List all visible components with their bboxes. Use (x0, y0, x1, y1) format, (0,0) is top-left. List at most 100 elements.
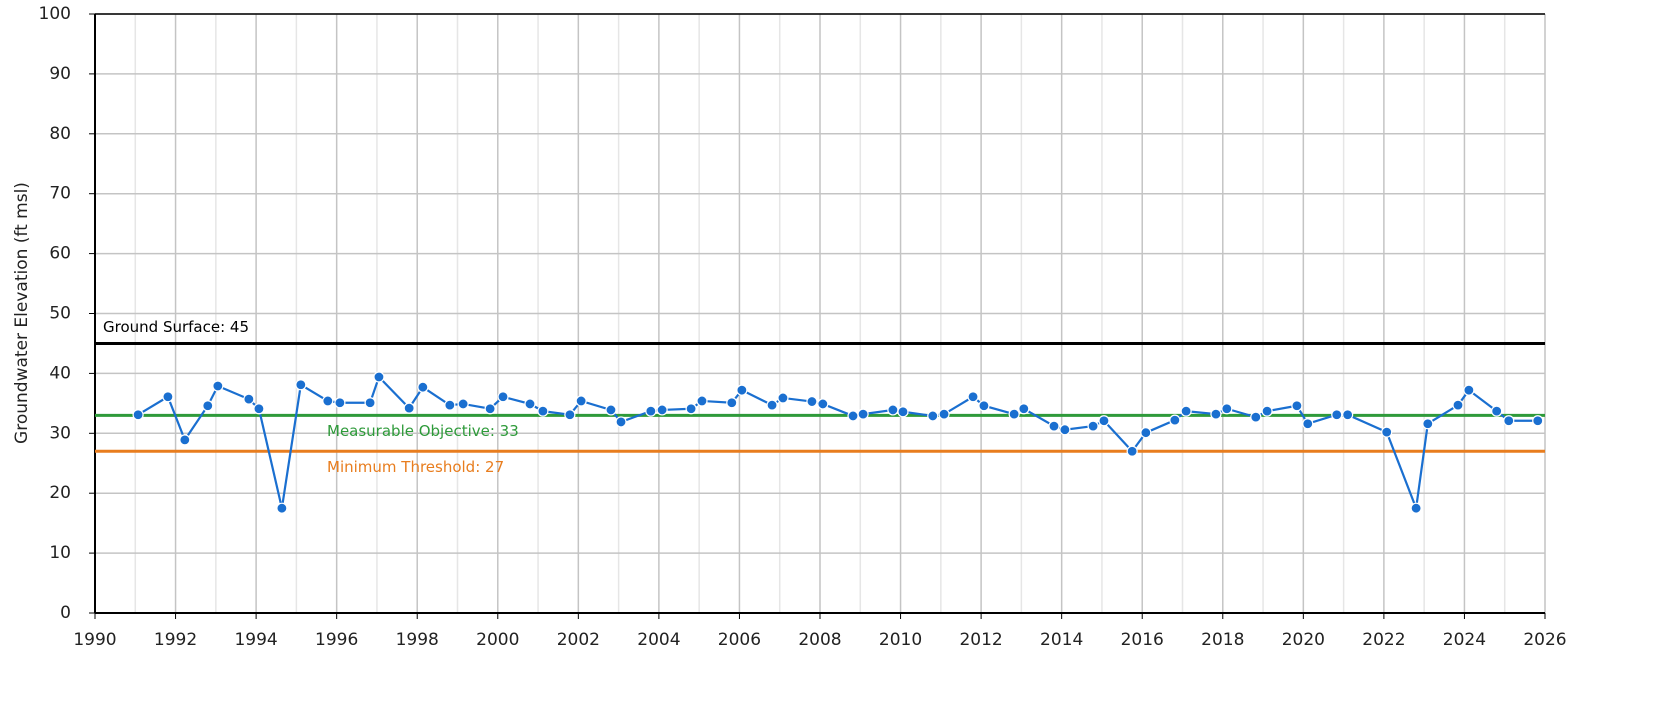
data-point (537, 405, 549, 417)
data-point (253, 403, 265, 415)
data-point (575, 395, 587, 407)
data-point (497, 391, 509, 403)
data-point (1331, 409, 1343, 421)
y-tick-label: 40 (49, 363, 71, 383)
data-point (736, 384, 748, 396)
data-point (1532, 415, 1544, 427)
x-tick-label: 2016 (1121, 630, 1164, 650)
y-tick-label: 80 (49, 124, 71, 144)
data-point (1463, 384, 1475, 396)
data-point (1126, 445, 1138, 457)
data-point (967, 391, 979, 403)
data-point (1221, 403, 1233, 415)
data-point (847, 410, 859, 422)
x-tick-label: 1994 (234, 630, 277, 650)
data-point (444, 399, 456, 411)
data-point (978, 400, 990, 412)
data-point (373, 371, 385, 383)
data-point (179, 434, 191, 446)
x-tick-label: 2024 (1443, 630, 1486, 650)
data-point (1410, 502, 1422, 514)
data-point (276, 502, 288, 514)
data-point (1381, 426, 1393, 438)
data-point (1059, 424, 1071, 436)
data-point (1261, 405, 1273, 417)
data-point (1422, 418, 1434, 430)
y-tick-label: 10 (49, 543, 71, 563)
data-point (766, 399, 778, 411)
data-point (938, 408, 950, 420)
reference-label: Minimum Threshold: 27 (327, 458, 504, 476)
data-point (564, 409, 576, 421)
x-tick-label: 2012 (959, 630, 1002, 650)
data-point (202, 400, 214, 412)
data-point (1098, 415, 1110, 427)
data-point (295, 379, 307, 391)
x-tick-label: 2014 (1040, 630, 1083, 650)
data-point (1452, 399, 1464, 411)
data-point (817, 398, 829, 410)
y-tick-label: 70 (49, 184, 71, 204)
y-tick-label: 0 (60, 603, 71, 623)
data-point (1210, 408, 1222, 420)
x-tick-label: 2018 (1201, 630, 1244, 650)
x-tick-label: 2010 (879, 630, 922, 650)
y-axis-label: Groundwater Elevation (ft msl) (12, 182, 32, 444)
data-point (696, 395, 708, 407)
data-point (212, 380, 224, 392)
data-point (1302, 418, 1314, 430)
y-tick-label: 20 (49, 483, 71, 503)
data-point (897, 406, 909, 418)
data-point (1048, 420, 1060, 432)
x-tick-label: 2022 (1362, 630, 1405, 650)
data-point (726, 397, 738, 409)
x-tick-label: 2000 (476, 630, 519, 650)
x-tick-label: 1990 (73, 630, 116, 650)
data-point (605, 404, 617, 416)
data-point (484, 403, 496, 415)
y-tick-label: 100 (39, 4, 71, 24)
data-point (1087, 420, 1099, 432)
data-point (1491, 405, 1503, 417)
data-point (887, 404, 899, 416)
data-point (685, 403, 697, 415)
x-tick-label: 2008 (798, 630, 841, 650)
data-point (1140, 427, 1152, 439)
data-point (1180, 405, 1192, 417)
data-point (162, 391, 174, 403)
data-point (615, 416, 627, 428)
y-tick-label: 30 (49, 423, 71, 443)
x-tick-label: 1996 (315, 630, 358, 650)
x-tick-label: 2020 (1282, 630, 1325, 650)
data-point (806, 395, 818, 408)
y-tick-label: 90 (49, 64, 71, 84)
data-point (1291, 400, 1303, 412)
data-point (1503, 415, 1515, 427)
data-point (656, 404, 668, 416)
x-tick-label: 2004 (637, 630, 680, 650)
data-line (137, 374, 1538, 513)
reference-label: Measurable Objective: 33 (327, 422, 519, 440)
y-tick-label: 50 (49, 304, 71, 324)
data-point (524, 398, 536, 410)
data-point (927, 410, 939, 422)
data-point (334, 397, 346, 409)
y-tick-label: 60 (49, 244, 71, 264)
data-point (1018, 403, 1030, 415)
data-point (857, 408, 869, 420)
data-point (417, 381, 429, 393)
data-point (457, 398, 469, 410)
data-point (777, 392, 789, 404)
data-point (1250, 411, 1262, 423)
data-point (132, 409, 144, 421)
data-point (645, 405, 657, 417)
data-point (364, 397, 376, 409)
x-tick-label: 1992 (154, 630, 197, 650)
x-tick-label: 1998 (396, 630, 439, 650)
x-tick-label: 2002 (557, 630, 600, 650)
data-point (403, 402, 415, 414)
data-point (1169, 414, 1181, 426)
data-point (1342, 409, 1354, 421)
reference-label: Ground Surface: 45 (103, 318, 249, 336)
